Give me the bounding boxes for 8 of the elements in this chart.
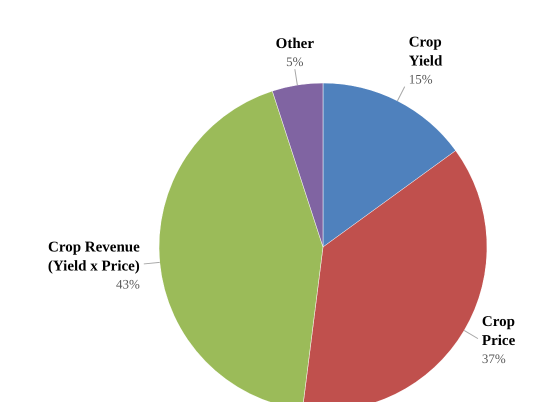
data-label: 5% [286, 54, 304, 70]
data-label: 15% [408, 72, 433, 87]
slice-label: Crop Price [482, 314, 516, 350]
slice-label: Crop Revenue (Yield x Price) [48, 239, 140, 274]
data-label: 37% [482, 351, 506, 366]
slice-label: Other [276, 36, 314, 52]
data-label: 43% [116, 276, 140, 292]
slice-label: Crop Yield [408, 34, 443, 70]
